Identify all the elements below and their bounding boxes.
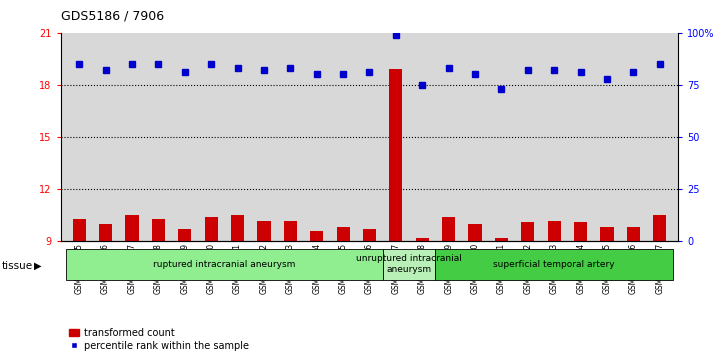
FancyBboxPatch shape (66, 249, 383, 280)
Bar (73, 219, 86, 241)
Bar (495, 238, 508, 241)
Text: ▶: ▶ (34, 261, 42, 271)
Text: tissue: tissue (1, 261, 33, 271)
Bar (257, 220, 271, 241)
Bar (178, 229, 191, 241)
Bar (416, 238, 429, 241)
Text: GDS5186 / 7906: GDS5186 / 7906 (61, 9, 164, 22)
Legend: transformed count, percentile rank within the sample: transformed count, percentile rank withi… (66, 324, 253, 355)
Bar (600, 228, 613, 241)
Bar (363, 229, 376, 241)
Bar (231, 215, 244, 241)
Bar (336, 228, 350, 241)
Bar (574, 222, 587, 241)
Bar (548, 220, 561, 241)
Bar (468, 224, 482, 241)
Text: ruptured intracranial aneurysm: ruptured intracranial aneurysm (153, 260, 296, 269)
Text: unruptured intracranial
aneurysm: unruptured intracranial aneurysm (356, 254, 462, 274)
Bar (126, 215, 139, 241)
Bar (204, 217, 218, 241)
Bar (442, 217, 456, 241)
Bar (152, 219, 165, 241)
Bar (653, 215, 666, 241)
Bar (521, 222, 535, 241)
FancyBboxPatch shape (436, 249, 673, 280)
Text: superficial temporal artery: superficial temporal artery (493, 260, 615, 269)
Bar (99, 224, 112, 241)
Bar (389, 69, 403, 241)
FancyBboxPatch shape (383, 249, 436, 280)
Bar (627, 228, 640, 241)
Bar (283, 220, 297, 241)
Bar (310, 231, 323, 241)
